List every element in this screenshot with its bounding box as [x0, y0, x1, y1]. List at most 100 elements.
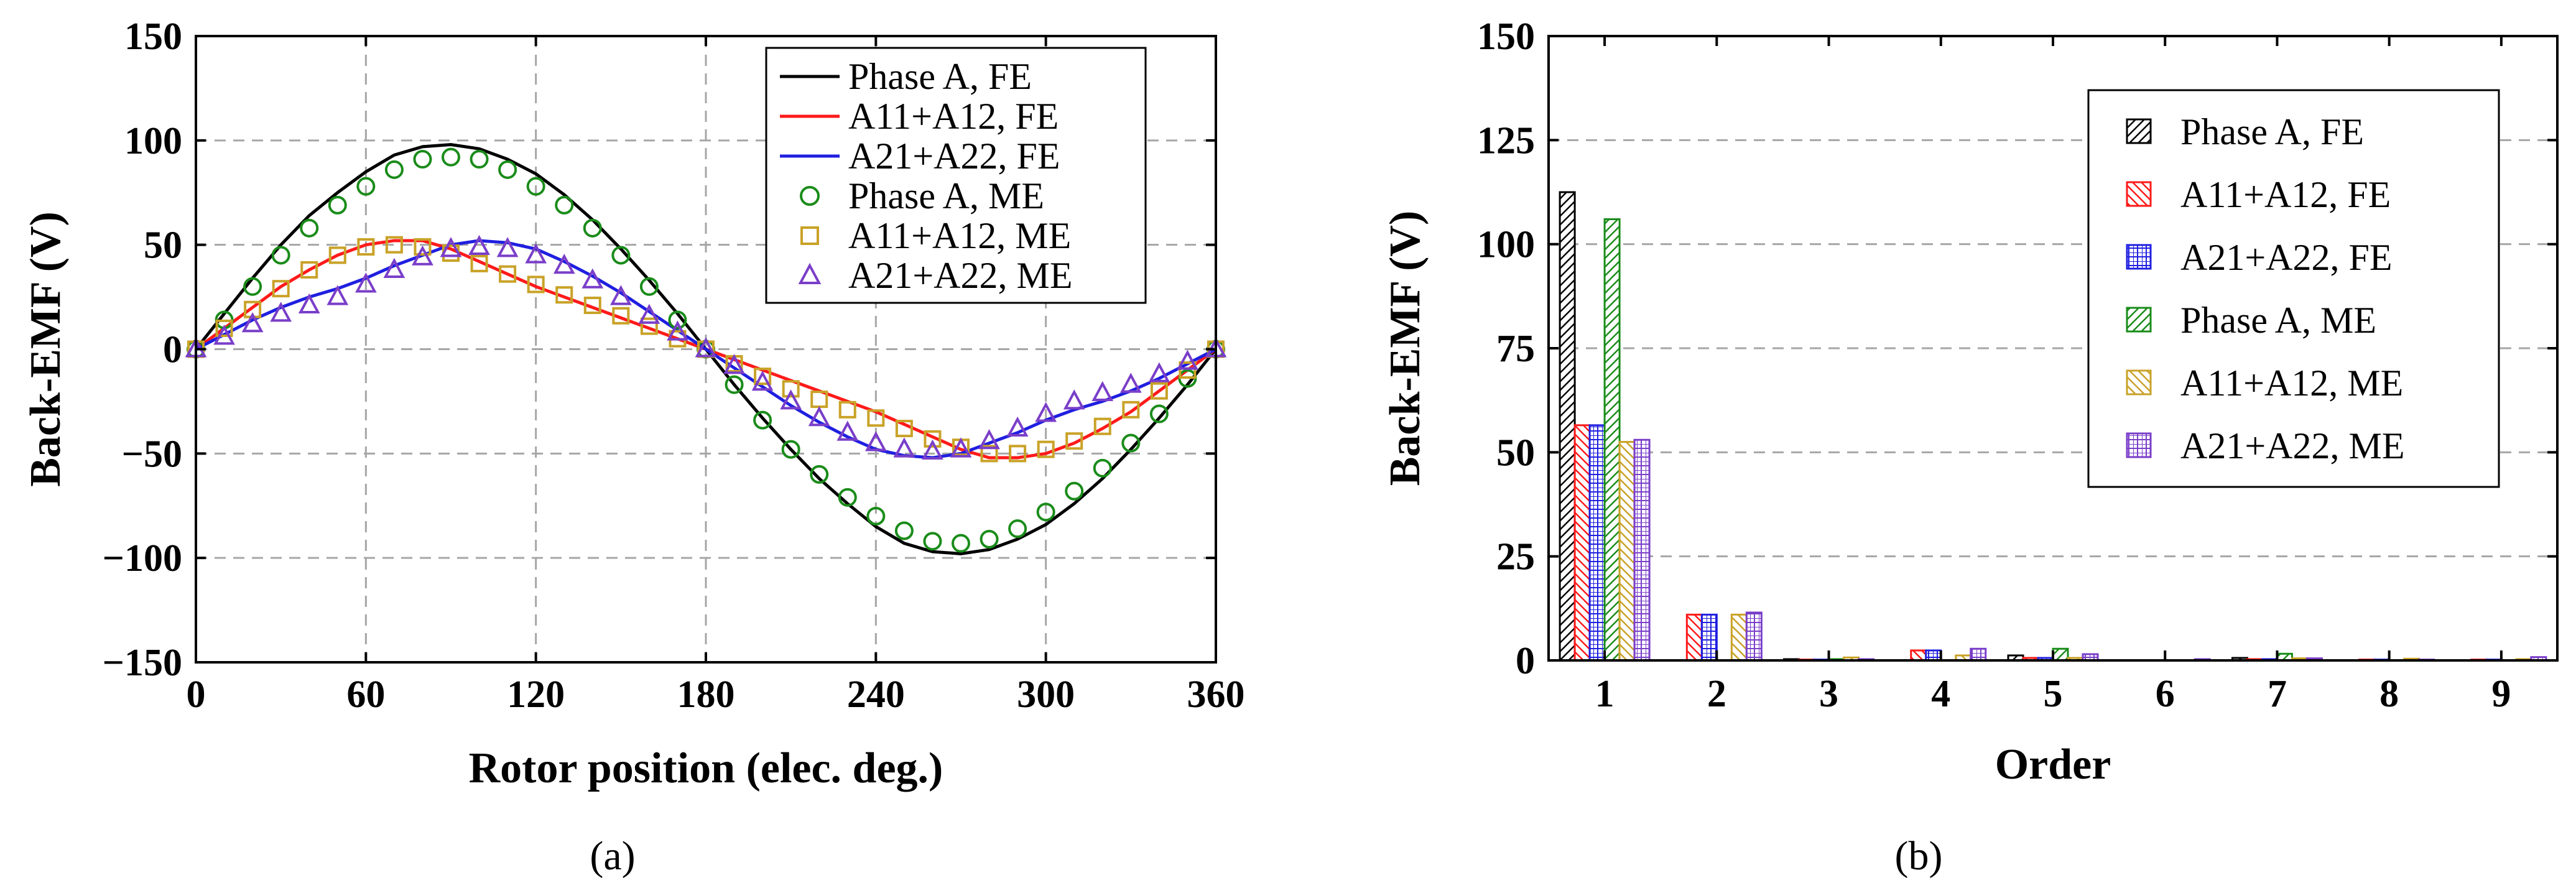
data-point: [442, 147, 460, 167]
caption-b: (b): [1895, 833, 1943, 879]
data-point: [668, 310, 687, 330]
caption-a: (a): [590, 833, 635, 879]
data-point: [354, 272, 377, 293]
data-point: [553, 254, 575, 274]
data-point: [753, 410, 772, 430]
data-point: [782, 380, 800, 398]
panel-a-line-chart: 0 60 120 180 240 300 360 −150 −100 −50 0 50 100 150 Ro…: [22, 16, 1245, 792]
x-tick-label: 360: [1187, 673, 1245, 716]
data-point: [612, 307, 630, 325]
legend-box: [765, 47, 1147, 304]
data-point: [1179, 361, 1197, 379]
data-point: [328, 195, 347, 215]
x-tick-label: 7: [2268, 673, 2287, 715]
legend-swatch: [2126, 181, 2152, 207]
data-point: [893, 437, 915, 458]
legend-box: [2087, 89, 2500, 488]
bar: [1700, 613, 1718, 662]
data-point: [866, 507, 886, 526]
x-tick-label: 1: [1595, 673, 1615, 715]
data-point: [980, 445, 998, 463]
data-point: [838, 400, 856, 419]
x-tick-label: 2: [1707, 673, 1726, 715]
data-point: [1008, 519, 1027, 539]
data-point: [1119, 372, 1142, 393]
legend: Phase A, FE A11+A12, FE A21+A22, FE Phase A…: [2087, 89, 2500, 488]
data-point: [327, 285, 349, 305]
legend-label: Phase A, ME: [2180, 300, 2376, 341]
data-point: [723, 354, 745, 374]
legend-label: Phase A, ME: [848, 175, 1044, 216]
panel-b-bar-chart: 1 2 3 4 5 6 7 8 9 0 25 50 75 100 125 150 Order Back-EMF (…: [1381, 16, 2559, 789]
data-point: [923, 532, 942, 551]
data-point: [241, 312, 264, 333]
data-point: [1093, 458, 1112, 478]
data-point: [838, 488, 857, 507]
x-tick-label: 180: [677, 673, 735, 716]
legend-label: A21+A22, ME: [2180, 425, 2405, 466]
y-tick-label: 50: [1496, 432, 1535, 474]
data-point: [583, 297, 601, 315]
data-point: [1150, 382, 1168, 400]
data-point: [583, 218, 602, 238]
y-axis-label: Back-EMF (V): [22, 211, 70, 487]
data-point: [470, 254, 488, 272]
data-point: [499, 265, 517, 283]
y-tick-label: −100: [103, 537, 182, 580]
data-point: [1122, 400, 1140, 419]
data-point: [581, 268, 604, 289]
x-tick-label: 300: [1017, 673, 1075, 716]
data-point: [525, 243, 547, 264]
legend-label: A21+A22, ME: [848, 255, 1073, 296]
data-point: [1177, 349, 1198, 370]
legend-label: Phase A, FE: [2180, 111, 2364, 152]
legend-swatch: [2126, 432, 2152, 458]
data-point: [384, 160, 404, 179]
y-tick-label: 75: [1496, 328, 1535, 370]
data-point: [922, 439, 943, 460]
bar: [1910, 649, 1927, 662]
legend-swatch: [2126, 118, 2152, 144]
data-point: [667, 320, 688, 341]
data-point: [867, 409, 885, 427]
bar: [1618, 441, 1636, 662]
data-point: [978, 428, 1000, 450]
data-point: [1065, 481, 1084, 501]
y-tick-label: 150: [1477, 16, 1535, 58]
data-point: [412, 245, 433, 266]
data-point: [300, 218, 319, 238]
bar: [1730, 613, 1748, 662]
y-tick-label: −50: [122, 433, 182, 475]
data-point: [924, 430, 942, 448]
data-point: [555, 286, 573, 304]
data-point: [270, 302, 292, 322]
bar: [1925, 649, 1942, 662]
data-point: [980, 529, 999, 548]
data-point: [1148, 362, 1170, 382]
data-point: [1037, 440, 1055, 458]
data-point: [1093, 417, 1111, 435]
x-tick-label: 240: [847, 673, 905, 716]
data-point: [470, 150, 489, 169]
y-tick-label: 0: [163, 329, 182, 371]
x-axis-label: Order: [1995, 741, 2111, 789]
data-point: [751, 370, 774, 391]
data-point: [810, 465, 829, 484]
data-point: [526, 177, 545, 196]
data-point: [754, 368, 772, 386]
legend-swatch: [800, 186, 820, 206]
data-point: [611, 246, 631, 265]
data-point: [725, 375, 744, 394]
data-point: [357, 238, 375, 256]
data-point: [1036, 502, 1055, 522]
data-point: [695, 337, 717, 358]
data-point: [894, 521, 914, 540]
bar: [1633, 438, 1651, 662]
data-point: [213, 325, 235, 345]
y-tick-label: 50: [144, 224, 182, 267]
data-point: [1063, 389, 1085, 410]
x-tick-label: 9: [2491, 673, 2511, 715]
data-point: [895, 420, 913, 438]
legend-swatch: [2126, 244, 2152, 270]
